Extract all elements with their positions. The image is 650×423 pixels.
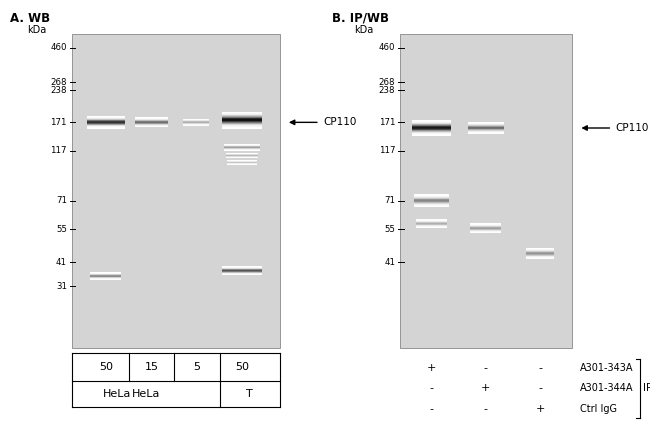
Text: 31: 31 bbox=[56, 282, 67, 291]
Text: 268: 268 bbox=[379, 78, 395, 87]
Bar bbox=[222, 123, 263, 124]
Text: 50: 50 bbox=[235, 362, 249, 372]
Bar bbox=[222, 120, 263, 121]
Text: 55: 55 bbox=[56, 225, 67, 233]
Text: 238: 238 bbox=[379, 86, 395, 95]
Text: +: + bbox=[481, 383, 491, 393]
Text: T: T bbox=[246, 389, 254, 399]
Bar bbox=[222, 125, 263, 126]
Text: -: - bbox=[538, 363, 542, 373]
Bar bbox=[72, 34, 280, 348]
Text: A301-344A: A301-344A bbox=[580, 383, 633, 393]
Text: -: - bbox=[430, 383, 434, 393]
Bar bbox=[222, 122, 263, 123]
Text: -: - bbox=[538, 383, 542, 393]
Text: kDa: kDa bbox=[27, 25, 47, 35]
Bar bbox=[222, 118, 263, 119]
Bar bbox=[222, 117, 263, 118]
Bar bbox=[222, 119, 263, 120]
Text: IP: IP bbox=[644, 383, 650, 393]
Bar bbox=[400, 34, 572, 348]
Bar bbox=[222, 128, 263, 129]
Circle shape bbox=[524, 217, 525, 218]
Text: 460: 460 bbox=[379, 44, 395, 52]
Text: +: + bbox=[427, 363, 436, 373]
Text: -: - bbox=[430, 404, 434, 414]
Text: 71: 71 bbox=[384, 196, 395, 205]
Bar bbox=[222, 112, 263, 113]
Text: 117: 117 bbox=[379, 146, 395, 155]
Text: 71: 71 bbox=[56, 196, 67, 205]
Bar bbox=[222, 126, 263, 127]
Text: 117: 117 bbox=[51, 146, 67, 155]
Text: -: - bbox=[484, 363, 488, 373]
Bar bbox=[222, 114, 263, 115]
Bar bbox=[222, 124, 263, 125]
Text: 15: 15 bbox=[144, 362, 159, 372]
Circle shape bbox=[563, 250, 564, 251]
Circle shape bbox=[472, 235, 473, 236]
Circle shape bbox=[568, 347, 569, 348]
Text: B. IP/WB: B. IP/WB bbox=[332, 12, 389, 25]
Text: CP110: CP110 bbox=[616, 123, 649, 133]
Text: 460: 460 bbox=[51, 44, 67, 52]
Text: -: - bbox=[484, 404, 488, 414]
Circle shape bbox=[465, 250, 466, 251]
Text: A301-343A: A301-343A bbox=[580, 363, 633, 373]
Text: +: + bbox=[536, 404, 545, 414]
Text: HeLa: HeLa bbox=[132, 389, 160, 399]
Circle shape bbox=[489, 239, 490, 240]
Bar bbox=[222, 113, 263, 114]
Bar bbox=[222, 116, 263, 117]
Text: 5: 5 bbox=[193, 362, 200, 372]
Text: 171: 171 bbox=[379, 118, 395, 127]
Text: kDa: kDa bbox=[354, 25, 374, 35]
Text: CP110: CP110 bbox=[323, 117, 356, 127]
Text: A. WB: A. WB bbox=[10, 12, 50, 25]
Bar bbox=[222, 127, 263, 128]
Text: Ctrl IgG: Ctrl IgG bbox=[580, 404, 617, 414]
Text: 268: 268 bbox=[51, 78, 67, 87]
Text: 41: 41 bbox=[384, 258, 395, 267]
Text: 50: 50 bbox=[99, 362, 113, 372]
Text: 41: 41 bbox=[56, 258, 67, 267]
Text: 55: 55 bbox=[384, 225, 395, 233]
Text: 171: 171 bbox=[51, 118, 67, 127]
Text: HeLa: HeLa bbox=[103, 389, 131, 399]
Bar bbox=[222, 115, 263, 116]
Bar bbox=[222, 121, 263, 122]
Text: 238: 238 bbox=[51, 86, 67, 95]
